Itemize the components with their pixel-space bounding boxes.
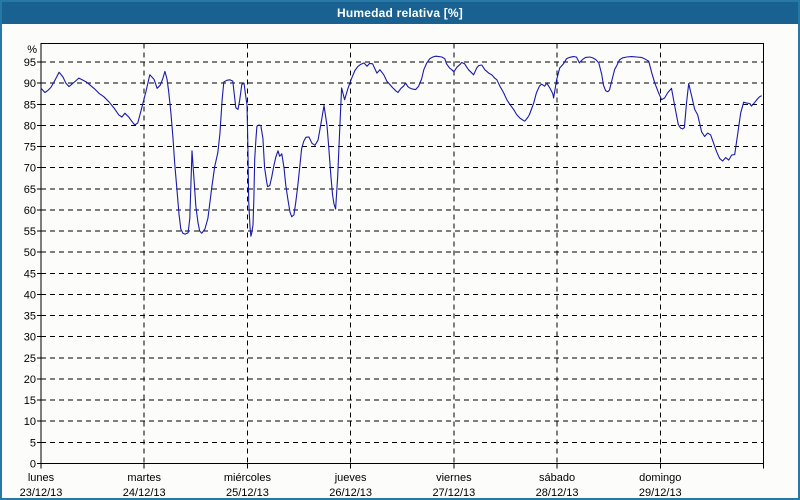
- y-tick-label: 30: [24, 332, 36, 344]
- y-tick-label: 60: [24, 205, 36, 217]
- x-date-label: 27/12/13: [432, 487, 475, 499]
- y-tick-label: 65: [24, 184, 36, 196]
- humidity-series-line: [40, 55, 762, 237]
- y-tick-label: 90: [24, 78, 36, 90]
- y-tick-label: 55: [24, 226, 36, 238]
- y-tick-label: 5: [30, 437, 36, 449]
- y-tick-label: 85: [24, 99, 36, 111]
- x-date-label: 24/12/13: [123, 487, 166, 499]
- y-tick-label: 35: [24, 311, 36, 323]
- x-date-label: 28/12/13: [536, 487, 579, 499]
- y-tick-label: 15: [24, 395, 36, 407]
- x-day-label: martes: [127, 472, 161, 484]
- x-day-label: viernes: [436, 472, 472, 484]
- window-title: Humedad relativa [%]: [336, 6, 464, 20]
- y-tick-label: 25: [24, 353, 36, 365]
- y-axis-unit-label: %: [27, 44, 37, 56]
- x-day-label: miércoles: [224, 472, 272, 484]
- y-tick-label: 20: [24, 374, 36, 386]
- y-tick-label: 40: [24, 289, 36, 301]
- y-tick-label: 95: [24, 57, 36, 69]
- y-tick-label: 70: [24, 163, 36, 175]
- y-tick-label: 80: [24, 120, 36, 132]
- x-day-label: lunes: [28, 472, 55, 484]
- x-day-label: sábado: [539, 472, 575, 484]
- y-tick-label: 45: [24, 268, 36, 280]
- y-tick-label: 75: [24, 142, 36, 154]
- titlebar: Humedad relativa [%]: [2, 2, 798, 24]
- x-date-label: 26/12/13: [329, 487, 372, 499]
- x-date-label: 29/12/13: [639, 487, 682, 499]
- y-tick-label: 10: [24, 416, 36, 428]
- y-tick-label: 50: [24, 247, 36, 259]
- y-tick-label: 0: [30, 459, 36, 471]
- x-day-label: domingo: [639, 472, 681, 484]
- x-date-label: 23/12/13: [20, 487, 63, 499]
- x-date-label: 25/12/13: [226, 487, 269, 499]
- x-day-label: jueves: [334, 472, 367, 484]
- plot-border: [40, 43, 764, 464]
